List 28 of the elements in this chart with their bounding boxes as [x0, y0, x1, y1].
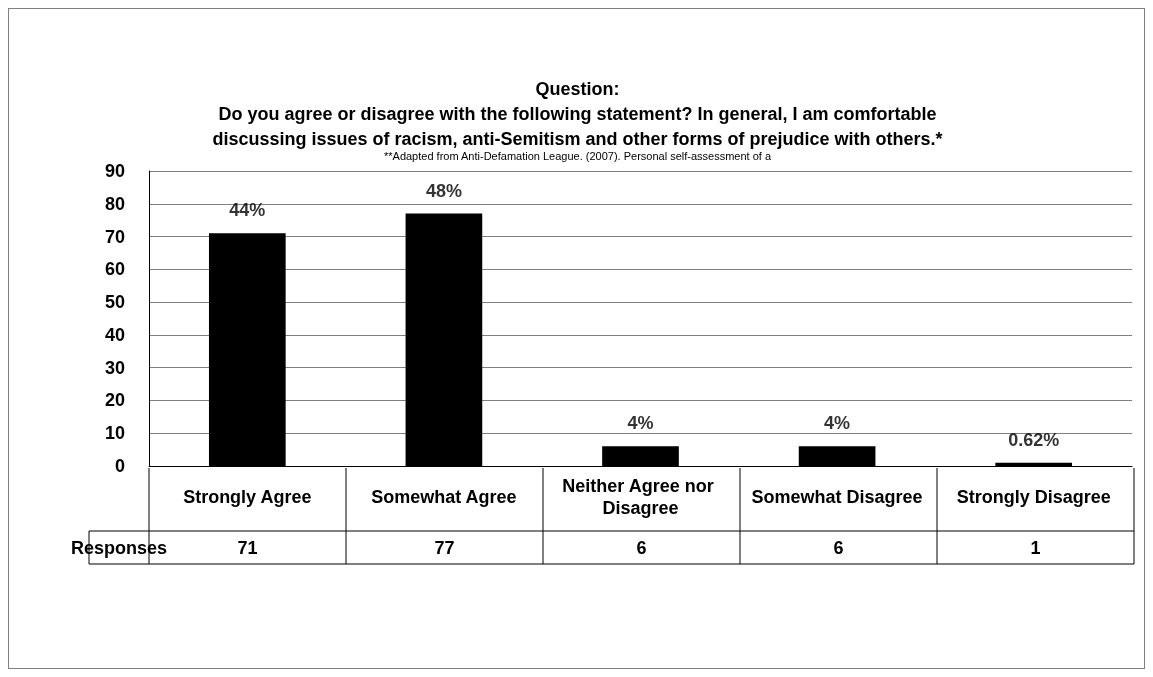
annotation: 48%	[425, 180, 462, 201]
annotation: 0.62%	[1008, 429, 1060, 450]
y-tick-label: 40	[104, 324, 125, 345]
y-tick-label: 50	[104, 292, 125, 313]
text: Responses	[70, 537, 168, 558]
data-label: 71	[237, 537, 258, 558]
x-tick-label: Strongly Agree	[183, 487, 312, 507]
y-tick-label: 90	[104, 161, 125, 181]
y-tick-label: 30	[104, 357, 125, 378]
y-tick-label: 70	[104, 226, 125, 247]
y-tick-label: 80	[104, 193, 125, 214]
y-tick-label: 10	[104, 423, 125, 444]
annotation: 44%	[229, 200, 266, 221]
y-tick-label: 60	[104, 259, 125, 280]
data-label: 6	[833, 537, 844, 558]
annotation: 4%	[824, 413, 851, 434]
x-tick-label: Somewhat Agree	[371, 487, 517, 507]
chart-title: Question: Do you agree or disagree with the following statement? In general, I am comfortable discussing issues of racism, anti-Semitism and other forms of prejudice with others.*	[212, 79, 943, 149]
x-tick-label: Strongly Disagree	[956, 487, 1111, 507]
annotation: 4%	[627, 413, 654, 434]
y-tick-label: 20	[104, 390, 125, 411]
data-label: 77	[434, 537, 455, 558]
data-label: 1	[1030, 537, 1041, 558]
x-tick-label: Neither Agree nor Disagree	[562, 476, 719, 518]
y-tick-label: 0	[114, 456, 125, 476]
data-label: 6	[636, 537, 647, 558]
chart-subtitle: **Adapted from Anti-Defamation League. (2007). Personal self-assessment of a	[383, 150, 772, 162]
x-tick-label: Somewhat Disagree	[751, 487, 923, 507]
